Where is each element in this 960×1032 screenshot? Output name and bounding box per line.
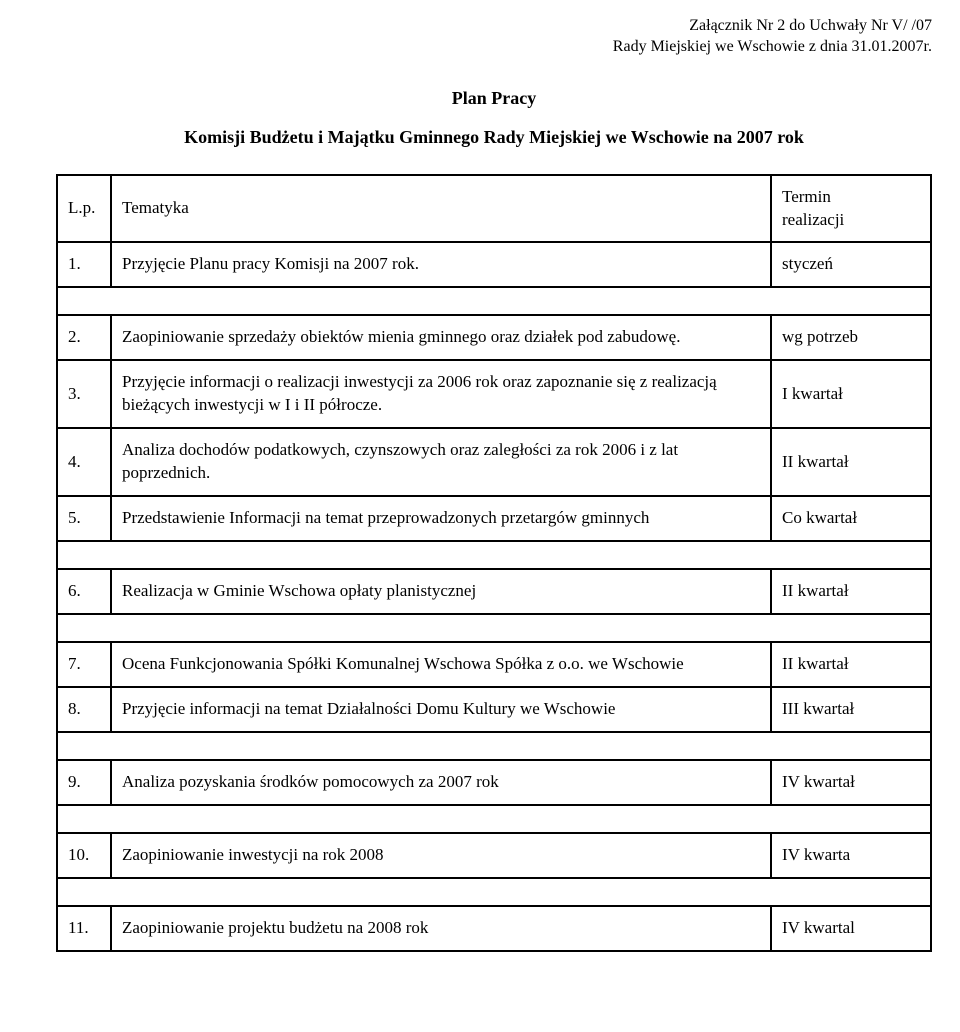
row-num: 5. [57, 496, 111, 541]
table-separator [57, 541, 931, 569]
row-term: IV kwarta [771, 833, 931, 878]
header-termin-l1: Termin [782, 187, 831, 206]
row-num: 7. [57, 642, 111, 687]
row-num: 8. [57, 687, 111, 732]
row-body: Przyjęcie informacji o realizacji inwest… [111, 360, 771, 428]
row-term: IV kwartal [771, 906, 931, 951]
table-row: 2. Zaopiniowanie sprzedaży obiektów mien… [57, 315, 931, 360]
row-body: Przyjęcie informacji na temat Działalnoś… [111, 687, 771, 732]
row-num: 10. [57, 833, 111, 878]
row-body: Zaopiniowanie projektu budżetu na 2008 r… [111, 906, 771, 951]
row-body: Realizacja w Gminie Wschowa opłaty plani… [111, 569, 771, 614]
table-row: 8. Przyjęcie informacji na temat Działal… [57, 687, 931, 732]
header-tematyka: Tematyka [111, 175, 771, 243]
table-row: 4. Analiza dochodów podatkowych, czynszo… [57, 428, 931, 496]
row-body: Analiza pozyskania środków pomocowych za… [111, 760, 771, 805]
table-row: 11. Zaopiniowanie projektu budżetu na 20… [57, 906, 931, 951]
table-separator [57, 287, 931, 315]
row-term: II kwartał [771, 642, 931, 687]
attachment-header: Załącznik Nr 2 do Uchwały Nr V/ /07 Rady… [56, 16, 932, 58]
row-body: Przedstawienie Informacji na temat przep… [111, 496, 771, 541]
row-num: 4. [57, 428, 111, 496]
table-row: 10. Zaopiniowanie inwestycji na rok 2008… [57, 833, 931, 878]
row-term: styczeń [771, 242, 931, 287]
row-term: Co kwartał [771, 496, 931, 541]
row-num: 9. [57, 760, 111, 805]
table-row: 3. Przyjęcie informacji o realizacji inw… [57, 360, 931, 428]
table-row: 9. Analiza pozyskania środków pomocowych… [57, 760, 931, 805]
table-separator [57, 614, 931, 642]
row-term: II kwartał [771, 428, 931, 496]
attachment-line-2: Rady Miejskiej we Wschowie z dnia 31.01.… [56, 37, 932, 58]
row-term: II kwartał [771, 569, 931, 614]
row-num: 11. [57, 906, 111, 951]
row-body: Analiza dochodów podatkowych, czynszowyc… [111, 428, 771, 496]
table-row: 5. Przedstawienie Informacji na temat pr… [57, 496, 931, 541]
table-row: 6. Realizacja w Gminie Wschowa opłaty pl… [57, 569, 931, 614]
row-term: I kwartał [771, 360, 931, 428]
attachment-line-1: Załącznik Nr 2 do Uchwały Nr V/ /07 [56, 16, 932, 37]
row-body: Przyjęcie Planu pracy Komisji na 2007 ro… [111, 242, 771, 287]
row-term: III kwartał [771, 687, 931, 732]
table-separator [57, 805, 931, 833]
document-page: Załącznik Nr 2 do Uchwały Nr V/ /07 Rady… [0, 0, 960, 1032]
table-separator [57, 732, 931, 760]
row-num: 6. [57, 569, 111, 614]
table-header-row: L.p. Tematyka Termin realizacji [57, 175, 931, 243]
table-separator [57, 878, 931, 906]
row-body: Zaopiniowanie sprzedaży obiektów mienia … [111, 315, 771, 360]
plan-title: Plan Pracy [56, 88, 932, 109]
table-row: 7. Ocena Funkcjonowania Spółki Komunalne… [57, 642, 931, 687]
row-term: IV kwartał [771, 760, 931, 805]
row-num: 3. [57, 360, 111, 428]
header-lp: L.p. [57, 175, 111, 243]
table-row: 1. Przyjęcie Planu pracy Komisji na 2007… [57, 242, 931, 287]
row-num: 2. [57, 315, 111, 360]
row-term: wg potrzeb [771, 315, 931, 360]
header-termin-l2: realizacji [782, 210, 844, 229]
row-num: 1. [57, 242, 111, 287]
committee-title: Komisji Budżetu i Majątku Gminnego Rady … [56, 127, 932, 148]
row-body: Ocena Funkcjonowania Spółki Komunalnej W… [111, 642, 771, 687]
row-body: Zaopiniowanie inwestycji na rok 2008 [111, 833, 771, 878]
header-termin: Termin realizacji [771, 175, 931, 243]
plan-table: L.p. Tematyka Termin realizacji 1. Przyj… [56, 174, 932, 952]
